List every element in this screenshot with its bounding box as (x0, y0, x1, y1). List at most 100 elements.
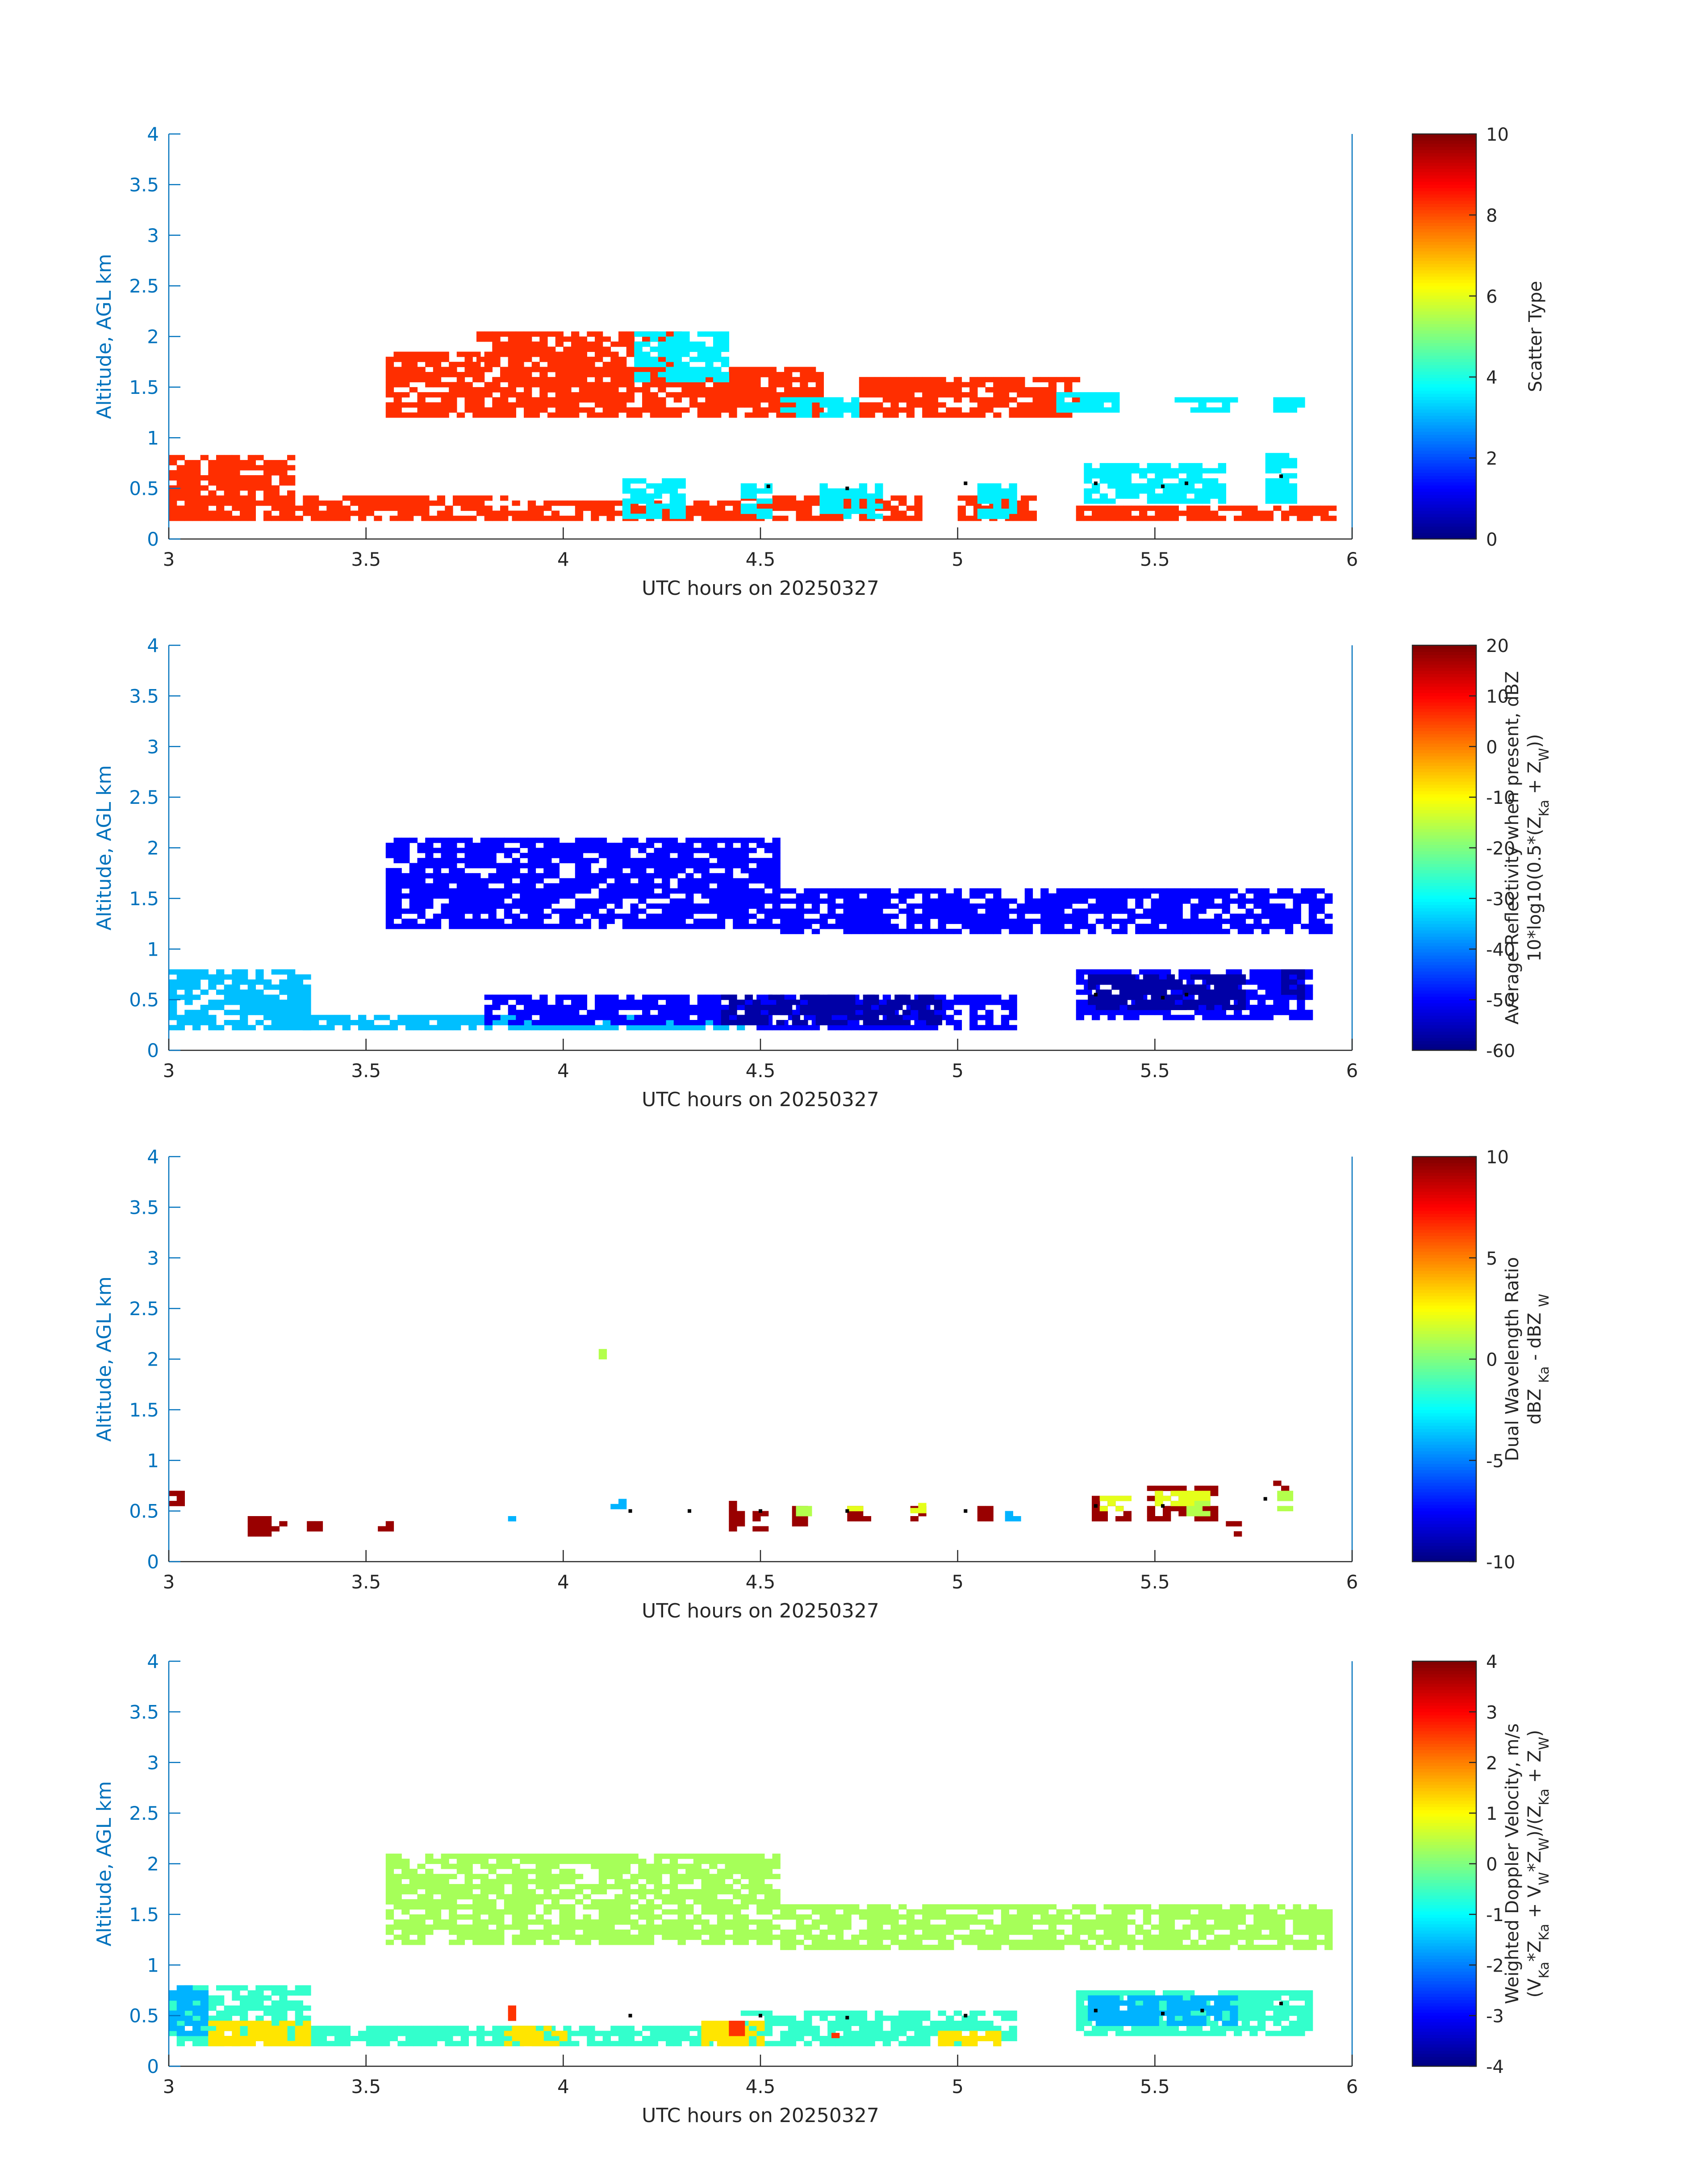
heatmap-cell (851, 893, 860, 899)
heatmap-cell (441, 351, 449, 357)
heatmap-cell (851, 1025, 860, 1031)
heatmap-cell (488, 858, 497, 864)
heatmap-cell (524, 367, 532, 372)
heatmap-cell (393, 848, 402, 853)
heatmap-cell (863, 1010, 871, 1015)
heatmap-cell (508, 351, 516, 357)
heatmap-cell (784, 382, 793, 388)
heatmap-cell (401, 377, 410, 383)
heatmap-cell (1111, 397, 1120, 403)
heatmap-cell (504, 883, 513, 889)
heatmap-cell (169, 1005, 177, 1010)
colorbar-segment (1412, 200, 1476, 204)
colorbar-segment (1412, 1223, 1476, 1227)
heatmap-cell (658, 402, 666, 408)
heatmap-cell (401, 923, 410, 929)
heatmap-cell (441, 903, 449, 909)
heatmap-cell (1202, 1010, 1211, 1015)
heatmap-cell (871, 1015, 879, 1020)
heatmap-cell (725, 858, 733, 864)
heatmap-cell (571, 1015, 580, 1020)
heatmap-cell (709, 506, 718, 511)
heatmap-cell (713, 994, 722, 1000)
heatmap-cell (875, 913, 883, 919)
heatmap-cell (555, 382, 564, 388)
heatmap-cell (393, 913, 402, 919)
heatmap-cell (567, 888, 576, 894)
heatmap-cell (666, 331, 674, 337)
heatmap-cell (859, 412, 868, 418)
heatmap-cell (985, 407, 994, 413)
heatmap-cell (638, 510, 647, 516)
heatmap-cell (184, 1020, 193, 1025)
heatmap-cell (685, 848, 694, 853)
colorbar-segment (1412, 835, 1476, 839)
colorbar-segment (1412, 453, 1476, 457)
heatmap-cell (1009, 488, 1017, 494)
heatmap-cell (666, 362, 674, 368)
heatmap-cell (531, 341, 540, 347)
colorbar-segment (1412, 1283, 1476, 1287)
heatmap-cell (508, 377, 516, 383)
heatmap-cell (737, 1015, 745, 1020)
heatmap-cell (595, 392, 603, 398)
heatmap-cell (571, 382, 580, 388)
colorbar-segment (1412, 1346, 1476, 1350)
heatmap-cell (819, 515, 828, 521)
heatmap-cell (886, 1005, 895, 1010)
colorbar-segment (1412, 1289, 1476, 1293)
heatmap-cell (295, 515, 303, 521)
heatmap-cell (184, 999, 193, 1005)
heatmap-cell (650, 999, 658, 1005)
heatmap-cell (433, 858, 442, 864)
heatmap-cell (535, 852, 544, 858)
heatmap-cell (1143, 989, 1152, 995)
heatmap-cell (890, 407, 899, 413)
heatmap-cell (965, 515, 974, 521)
heatmap-cell (1206, 919, 1215, 924)
heatmap-cell (953, 382, 962, 388)
heatmap-cell (1186, 510, 1195, 516)
heatmap-cell (1103, 893, 1112, 899)
heatmap-cell (867, 412, 875, 418)
heatmap-cell (938, 919, 946, 924)
heatmap-cell (520, 903, 528, 909)
heatmap-cell (1277, 908, 1286, 914)
heatmap-cell (342, 506, 351, 511)
heatmap-cell (425, 402, 434, 408)
heatmap-cell (184, 460, 193, 465)
heatmap-cell (776, 372, 785, 377)
heatmap-cell (1048, 377, 1057, 383)
colorbar-segment (1412, 1381, 1476, 1385)
heatmap-cell (669, 919, 678, 924)
heatmap-cell (535, 863, 544, 869)
heatmap-cell (752, 1516, 761, 1521)
heatmap-cell (1163, 1511, 1171, 1517)
heatmap-cell (701, 903, 710, 909)
heatmap-cell (464, 888, 473, 894)
heatmap-cell (385, 923, 394, 929)
heatmap-cell (811, 500, 820, 506)
heatmap-cell (744, 402, 753, 408)
heatmap-cell (847, 999, 856, 1005)
heatmap-cell (1281, 407, 1290, 413)
heatmap-cell (666, 1020, 674, 1025)
heatmap-cell (1064, 412, 1073, 418)
heatmap-cell (721, 336, 729, 342)
colorbar-segment (1412, 339, 1476, 343)
heatmap-cell (500, 412, 509, 418)
heatmap-cell (658, 382, 666, 388)
heatmap-cell (1174, 397, 1183, 403)
heatmap-cell (385, 402, 394, 408)
heatmap-cell (835, 903, 844, 909)
heatmap-cell (681, 1005, 690, 1010)
heatmap-cell (867, 928, 875, 934)
heatmap-cell (827, 903, 836, 909)
heatmap-cell (666, 412, 674, 418)
heatmap-cell (662, 888, 670, 894)
heatmap-cell (977, 1511, 986, 1517)
heatmap-cell (598, 878, 607, 884)
heatmap-cell (169, 460, 177, 465)
heatmap-cell (575, 888, 584, 894)
